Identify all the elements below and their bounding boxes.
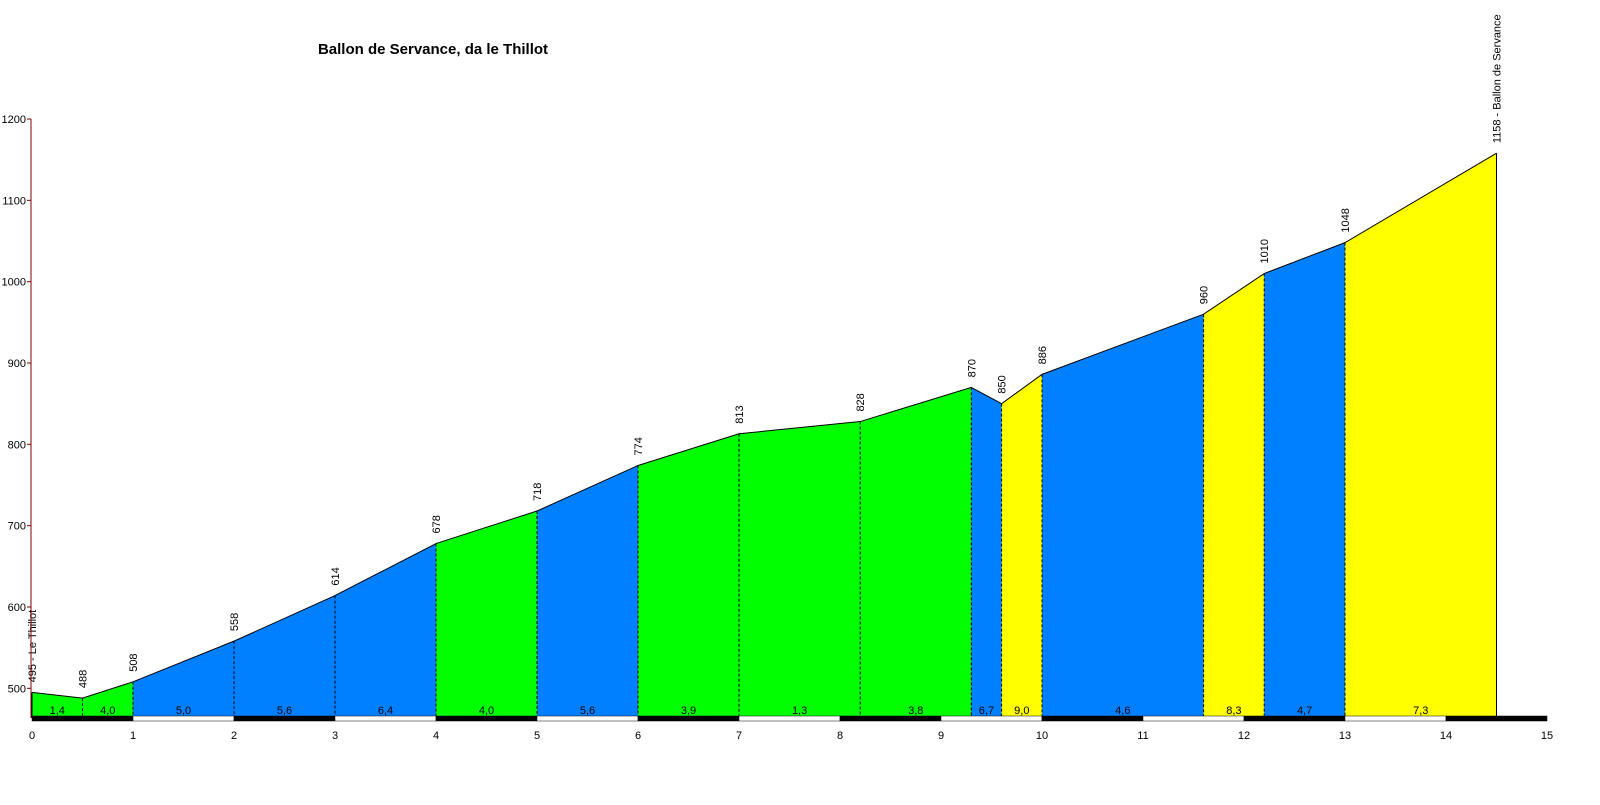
km-bar-segment: [839, 715, 942, 722]
y-tick-label: 1100: [2, 195, 26, 207]
y-tick-label: 1000: [2, 277, 26, 289]
km-bar-segment: [132, 715, 235, 722]
segment-area: [1345, 153, 1497, 719]
profile-outline: [31, 152, 1497, 699]
elevation-label: 558: [229, 613, 241, 631]
elevation-label: 828: [855, 393, 867, 411]
y-tick-label: 1200: [2, 114, 26, 126]
segment-area: [1203, 273, 1265, 718]
km-bar-segment: [637, 715, 740, 722]
gradient-label: 5,0: [176, 705, 191, 717]
profile-line: [31, 152, 1497, 699]
segment-area: [82, 681, 133, 718]
segment-area: [436, 511, 537, 718]
km-bar-segment: [435, 715, 538, 722]
x-tick-label: 4: [433, 730, 439, 742]
chart-title: Ballon de Servance, da le Thillot: [318, 41, 548, 58]
elevation-label: 508: [128, 653, 140, 671]
segment-area: [1001, 374, 1042, 718]
x-tick-label: 10: [1036, 730, 1048, 742]
elevation-label: 774: [633, 437, 645, 455]
gradient-label: 9,0: [1014, 705, 1029, 717]
segment-area: [1264, 242, 1345, 719]
x-tick-label: 6: [635, 730, 641, 742]
elevation-label: 1010: [1259, 239, 1271, 263]
x-tick-label: 14: [1440, 730, 1452, 742]
elevation-labels: 495 - Le Thillot 488 508 558 614 678 718 774 813…: [27, 14, 1504, 688]
elevation-label: 870: [966, 359, 978, 377]
x-tick-label: 3: [332, 730, 338, 742]
km-bar-segment: [536, 715, 639, 722]
km-bar-segment: [1142, 715, 1245, 722]
segment-dividers: [31, 153, 1497, 718]
x-tick-label: 8: [837, 730, 843, 742]
x-axis: 0 1 2 3 4 5 6 7 8 9 10 11 12 13 14 15: [29, 715, 1553, 742]
gradient-label: 6,7: [979, 705, 994, 717]
segment-area: [32, 692, 83, 718]
x-tick-label: 7: [736, 730, 742, 742]
elevation-label: 718: [532, 483, 544, 501]
km-bar-segment: [1344, 715, 1447, 722]
y-tick-label: 700: [8, 521, 26, 533]
km-bar-segment: [1243, 715, 1346, 722]
elevation-label: 1158 - Ballon de Servance: [1492, 14, 1504, 143]
gradient-label: 1,4: [50, 705, 65, 717]
km-bar-segment: [738, 715, 841, 722]
gradient-label: 3,8: [908, 705, 923, 717]
segment-area: [971, 387, 1002, 718]
gradient-label: 4,6: [1115, 705, 1130, 717]
km-bar-segment: [233, 715, 336, 722]
gradient-label: 4,7: [1297, 705, 1312, 717]
gradient-label: 4,0: [479, 705, 494, 717]
x-tick-label: 1: [130, 730, 136, 742]
elevation-label: 678: [431, 515, 443, 533]
y-tick-label: 500: [8, 683, 26, 695]
km-bar-segment: [334, 715, 437, 722]
x-tick-label: 5: [534, 730, 540, 742]
km-bar-segment: [1041, 715, 1144, 722]
elevation-label: 960: [1199, 286, 1211, 304]
gradient-label: 3,9: [681, 705, 696, 717]
x-tick-label: 15: [1541, 730, 1553, 742]
segment-area: [860, 387, 972, 718]
x-tick-label: 9: [938, 730, 944, 742]
segment-area: [739, 421, 861, 718]
elevation-label: 886: [1037, 346, 1049, 364]
km-bar-segment: [1445, 715, 1548, 722]
segment-area: [234, 595, 335, 718]
gradient-label: 8,3: [1226, 705, 1241, 717]
y-tick-label: 900: [8, 358, 26, 370]
y-tick-label: 600: [8, 602, 26, 614]
elevation-label: 495 - Le Thillot: [27, 610, 39, 683]
gradient-label: 5,6: [580, 705, 595, 717]
gradient-label: 4,0: [100, 705, 115, 717]
gradient-label: 6,4: [378, 705, 393, 717]
elevation-label: 488: [78, 670, 90, 688]
x-tick-label: 12: [1238, 730, 1250, 742]
x-tick-label: 13: [1339, 730, 1351, 742]
segment-area: [133, 641, 234, 718]
segment-areas: [32, 153, 1497, 719]
km-bar-segment: [940, 715, 1043, 722]
gradient-label: 1,3: [792, 705, 807, 717]
x-tick-label: 0: [29, 730, 35, 742]
km-bar-segment: [31, 715, 134, 722]
gradient-labels: 1,4 4,0 5,0 5,6 6,4 4,0 5,6 3,9 1,3 3,8 6,7 9,0 4,6 8…: [50, 705, 1429, 717]
y-tick-label: 800: [8, 439, 26, 451]
x-tick-label: 11: [1137, 730, 1148, 742]
segment-area: [638, 433, 739, 718]
elevation-label: 813: [734, 405, 746, 423]
elevation-label: 614: [330, 567, 342, 585]
elevation-label: 1048: [1340, 208, 1352, 232]
gradient-label: 7,3: [1413, 705, 1428, 717]
gradient-label: 5,6: [277, 705, 292, 717]
elevation-label: 850: [997, 375, 1009, 393]
segment-area: [335, 543, 436, 718]
y-axis: 500 600 700 800 900 1000 1100 1200: [2, 114, 32, 718]
segment-area: [1042, 314, 1204, 718]
segment-area: [537, 465, 638, 718]
x-tick-label: 2: [231, 730, 237, 742]
